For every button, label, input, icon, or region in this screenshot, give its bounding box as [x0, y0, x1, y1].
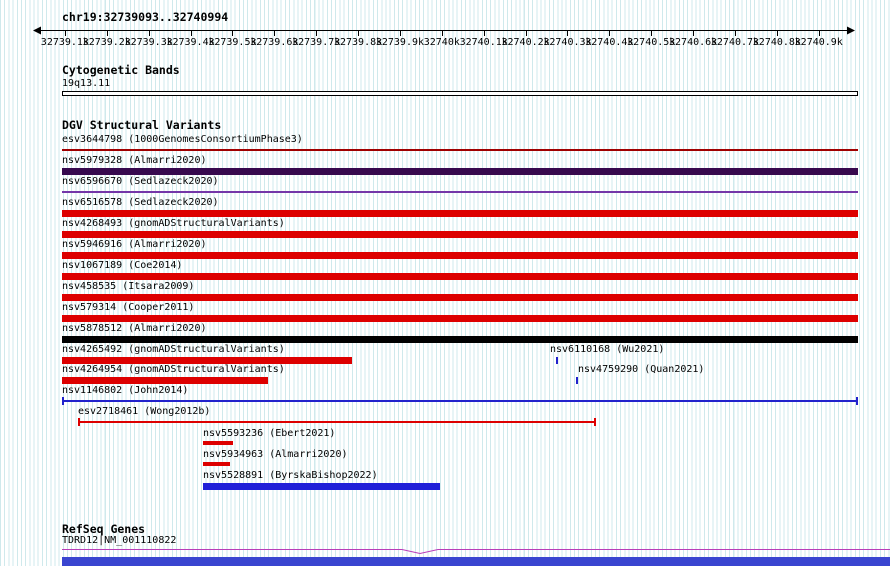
ruler-tick-label: 32740k	[423, 37, 460, 48]
variant-bar[interactable]	[203, 441, 233, 445]
variant-bar[interactable]	[203, 462, 230, 466]
ruler-tick-label: 32740.3k	[543, 37, 592, 48]
variant-bar[interactable]	[62, 400, 858, 402]
ruler-tickmark	[776, 30, 778, 36]
ruler-tickmark	[316, 30, 318, 36]
ruler-tickmark	[358, 30, 360, 36]
variant-bar[interactable]	[556, 357, 558, 364]
gene-label[interactable]: TDRD12|NM_001110822	[62, 535, 177, 546]
variant-label[interactable]: nsv5593236 (Ebert2021)	[203, 428, 336, 439]
variant-label[interactable]: nsv579314 (Cooper2011)	[62, 302, 195, 313]
variant-label[interactable]: nsv4264954 (gnomADStructuralVariants)	[62, 364, 285, 375]
gene-line-path	[62, 549, 890, 555]
variant-label[interactable]: nsv5979328 (Almarri2020)	[62, 155, 207, 166]
ruler-tick-label: 32739.8k	[333, 37, 383, 48]
ruler-tick-label: 32740.2k	[501, 37, 550, 48]
variant-bar[interactable]	[62, 168, 858, 175]
ruler-tickmark	[734, 30, 736, 36]
ruler-tickmark	[232, 30, 234, 36]
ruler-tick-label: 32739.3k	[124, 37, 173, 48]
variant-bar[interactable]	[78, 421, 596, 423]
gene-exon-bar[interactable]	[62, 557, 890, 566]
cytoband-label: 19q13.11	[62, 78, 111, 89]
variant-endcap	[62, 397, 64, 405]
ruler-tick-label: 32739.2k	[82, 37, 131, 48]
variant-label[interactable]: nsv5878512 (Almarri2020)	[62, 323, 207, 334]
variant-endcap	[856, 397, 858, 405]
variant-bar[interactable]	[203, 483, 440, 490]
variant-label[interactable]: nsv6110168 (Wu2021)	[550, 344, 665, 355]
ruler-tickmark	[651, 30, 653, 36]
ruler-tickmark	[190, 30, 192, 36]
ruler-tick-label: 32740.9k	[794, 37, 843, 48]
region-label: chr19:32739093..32740994	[62, 10, 229, 24]
ruler-tickmark	[693, 30, 695, 36]
section-title-refseq: RefSeq Genes	[62, 522, 146, 536]
variant-bar[interactable]	[62, 252, 858, 259]
ruler-tickmark	[483, 30, 485, 36]
variant-label[interactable]: esv3644798 (1000GenomesConsortiumPhase3)	[62, 134, 303, 145]
variant-bar[interactable]	[62, 191, 858, 193]
ruler-tickmark	[64, 30, 66, 36]
variant-label[interactable]: nsv1146802 (John2014)	[62, 385, 189, 396]
cytoband-glyph[interactable]	[62, 91, 858, 96]
variant-bar[interactable]	[62, 231, 858, 238]
ruler-tickmark	[274, 30, 276, 36]
ruler-tickmark	[106, 30, 108, 36]
ruler-tickmark	[609, 30, 611, 36]
section-title-cytogenetic: Cytogenetic Bands	[62, 63, 180, 77]
ruler-tick-label: 32740.8k	[752, 37, 801, 48]
ruler-tick-label: 32740.6k	[669, 37, 718, 48]
variant-label[interactable]: nsv1067189 (Coe2014)	[62, 260, 183, 271]
ruler-tick-label: 32740.7k	[710, 37, 760, 48]
variant-label[interactable]: nsv4265492 (gnomADStructuralVariants)	[62, 344, 285, 355]
ruler-tickmark	[818, 30, 820, 36]
variant-bar[interactable]	[62, 210, 858, 217]
variant-label[interactable]: nsv4759290 (Quan2021)	[578, 364, 705, 375]
variant-bar[interactable]	[62, 294, 858, 301]
variant-bar[interactable]	[62, 357, 352, 364]
variant-bar[interactable]	[62, 315, 858, 322]
variant-label[interactable]: nsv5528891 (ByrskaBishop2022)	[203, 470, 378, 481]
variant-bar[interactable]	[62, 336, 858, 343]
variant-label[interactable]: esv2718461 (Wong2012b)	[78, 406, 211, 417]
variant-label[interactable]: nsv6516578 (Sedlazeck2020)	[62, 197, 219, 208]
ruler-tickmark	[525, 30, 527, 36]
variant-bar[interactable]	[62, 273, 858, 280]
ruler-tick-label: 32740.1k	[459, 37, 508, 48]
ruler-tick-label: 32739.9k	[375, 37, 425, 48]
ruler-tick-label: 32739.4k	[166, 37, 215, 48]
gene-intron-line[interactable]	[62, 545, 890, 557]
ruler-tickmark	[441, 30, 443, 36]
variant-label[interactable]: nsv6596670 (Sedlazeck2020)	[62, 176, 219, 187]
ruler-tick-label: 32740.4k	[585, 37, 634, 48]
ruler-tick-label: 32739.6k	[250, 37, 299, 48]
variant-label[interactable]: nsv5946916 (Almarri2020)	[62, 239, 207, 250]
variant-endcap	[594, 418, 596, 426]
variant-bar[interactable]	[62, 377, 268, 384]
section-title-dgv: DGV Structural Variants	[62, 118, 222, 132]
ruler-right-arrow-icon	[847, 26, 855, 35]
ruler-tickmark	[148, 30, 150, 36]
ruler-axis[interactable]	[0, 0, 890, 36]
variant-bar[interactable]	[576, 377, 578, 384]
ruler-tick-label: 32740.5k	[627, 37, 676, 48]
ruler-tickmark	[567, 30, 569, 36]
variant-label[interactable]: nsv5934963 (Almarri2020)	[203, 449, 348, 460]
variant-label[interactable]: nsv458535 (Itsara2009)	[62, 281, 195, 292]
variant-endcap	[78, 418, 80, 426]
ruler-tick-label: 32739.7k	[292, 37, 341, 48]
variant-label[interactable]: nsv4268493 (gnomADStructuralVariants)	[62, 218, 285, 229]
ruler-left-arrow-icon	[33, 26, 41, 35]
ruler-tickmark	[399, 30, 401, 36]
variant-bar[interactable]	[62, 149, 858, 151]
ruler-tick-label: 32739.5k	[208, 37, 257, 48]
ruler-tick-label: 32739.1k	[40, 37, 89, 48]
